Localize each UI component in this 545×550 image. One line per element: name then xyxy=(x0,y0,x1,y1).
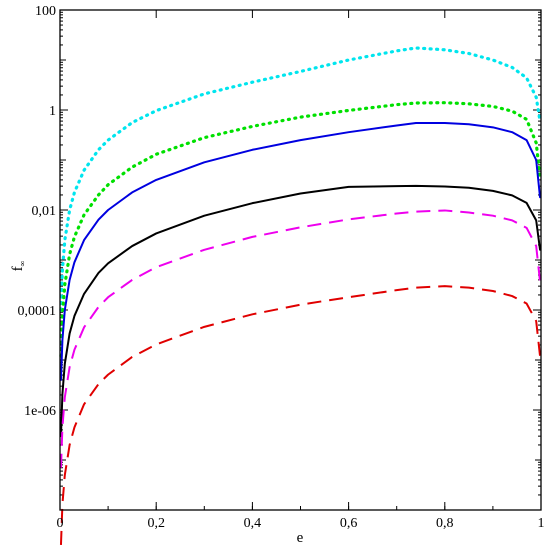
x-tick-label-1: 0,2 xyxy=(147,516,165,531)
x-axis-label: e xyxy=(297,530,304,545)
x-tick-label-0: 0 xyxy=(57,516,64,531)
series-5-line xyxy=(59,285,542,545)
y-axis-label-subscript: ∞ xyxy=(18,260,27,266)
y-tick-label-0: 1e-06 xyxy=(24,404,56,419)
series-1-line xyxy=(59,101,542,358)
series-2-line xyxy=(59,121,542,381)
labels-layer: 0 0,2 0,4 0,6 0,8 1 1e-06 0,0001 0,01 1 100 xyxy=(18,4,545,531)
x-tick-label-5: 1 xyxy=(538,516,545,531)
ticks-layer xyxy=(59,9,542,511)
series-0-line xyxy=(59,46,542,312)
x-tick-label-3: 0,6 xyxy=(340,516,358,531)
y-axis-label: f∞ xyxy=(10,260,27,271)
y-tick-label-1: 0,0001 xyxy=(18,304,57,319)
y-tick-label-2: 0,01 xyxy=(32,204,57,219)
plot-frame xyxy=(59,9,542,511)
y-tick-label-4: 100 xyxy=(35,4,56,19)
series-layer xyxy=(59,46,542,545)
series-4-line xyxy=(59,209,542,468)
y-axis-label-main: f xyxy=(10,266,26,271)
y-tick-label-3: 1 xyxy=(49,104,56,119)
x-tick-label-4: 0,8 xyxy=(436,516,454,531)
series-3-line xyxy=(59,184,542,438)
x-tick-label-2: 0,4 xyxy=(244,516,262,531)
